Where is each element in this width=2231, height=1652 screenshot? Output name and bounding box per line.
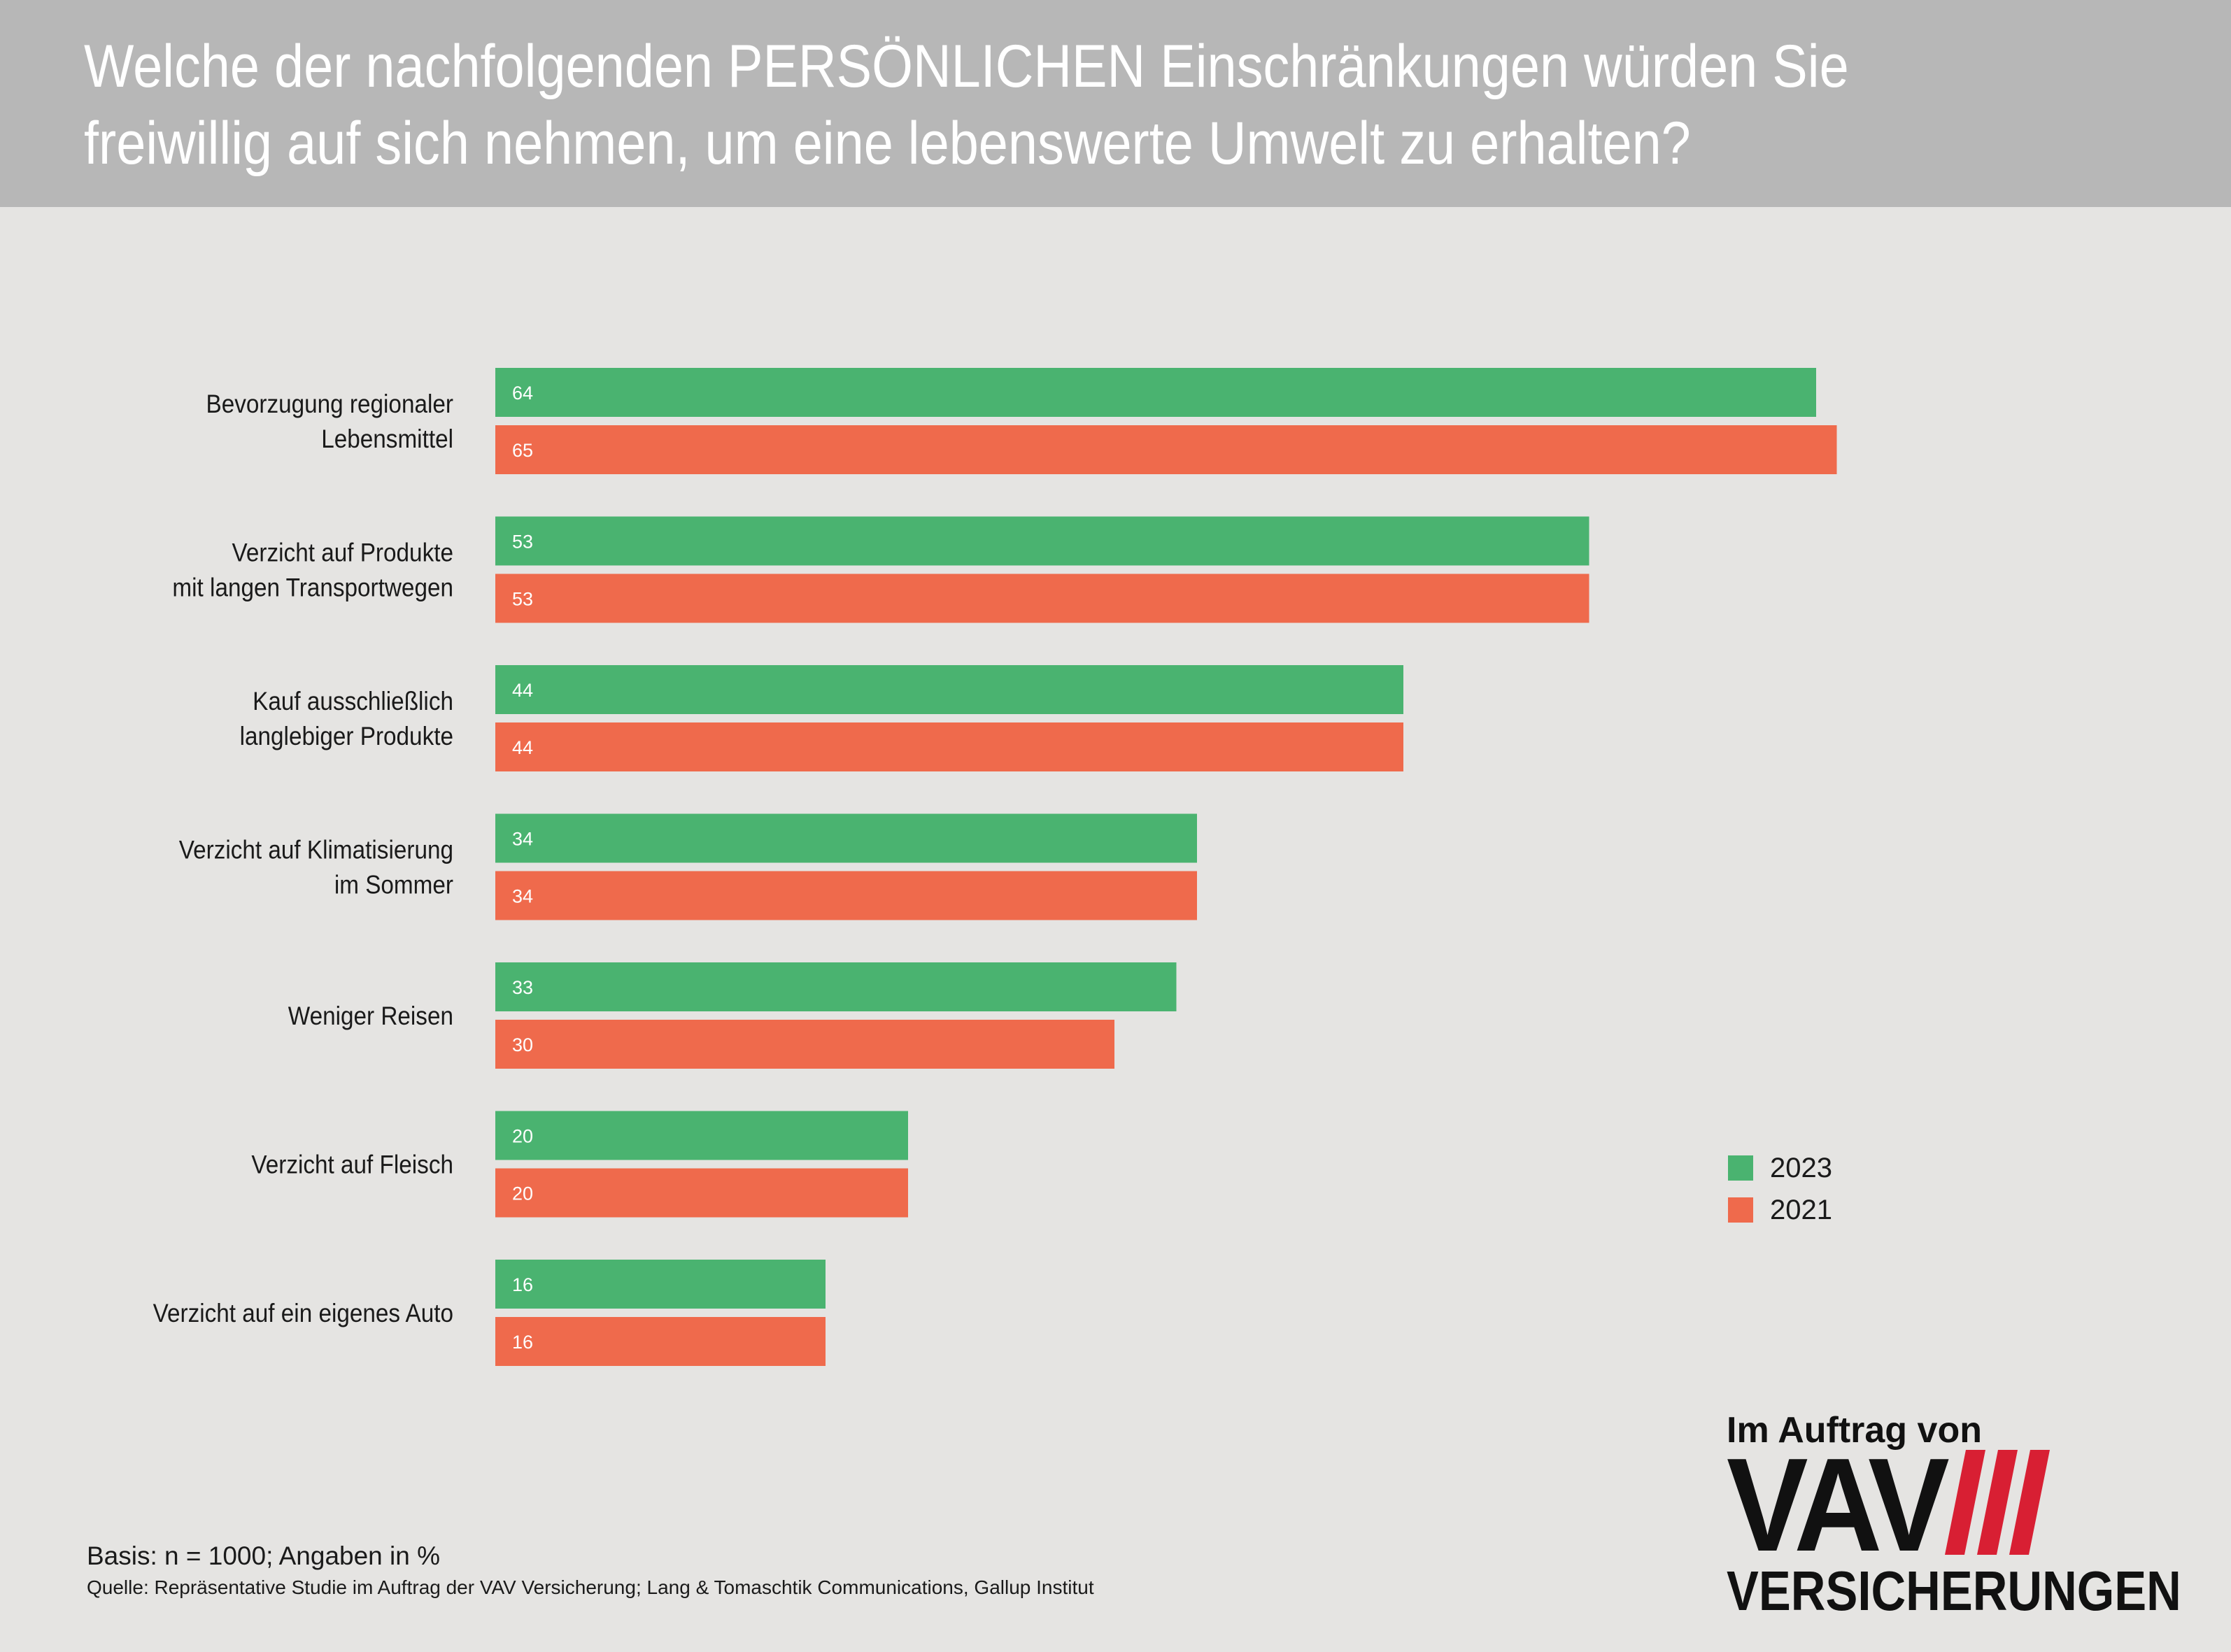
category-label-line: Verzicht auf ein eigenes Auto	[153, 1299, 453, 1327]
category-label-line: Verzicht auf Fleisch	[251, 1151, 453, 1179]
category-label-line: Weniger Reisen	[288, 1002, 453, 1030]
data-label-2021-1: 53	[512, 589, 533, 610]
data-label-2023-0: 64	[512, 383, 533, 404]
chart-title: Welche der nachfolgenden PERSÖNLICHEN Ei…	[84, 28, 1900, 182]
basis-note: Basis: n = 1000; Angaben in %	[87, 1541, 441, 1570]
footer: Basis: n = 1000; Angaben in % Quelle: Re…	[87, 1539, 1094, 1602]
logo-bottom-text: VERSICHERUNGEN	[1727, 1560, 2181, 1622]
legend-label-2023: 2023	[1770, 1152, 1832, 1183]
category-label-0: Bevorzugung regionaler Lebensmittel	[206, 390, 454, 453]
data-label-2023-6: 16	[512, 1274, 533, 1295]
bar-2021-0	[495, 425, 1837, 474]
category-label-5: Verzicht auf Fleisch	[251, 1151, 453, 1179]
bar-2023-1	[495, 516, 1589, 566]
data-label-2021-4: 30	[512, 1034, 533, 1055]
logo-slashes-icon	[1945, 1450, 2050, 1555]
category-label-line: langlebiger Produkte	[240, 722, 453, 750]
data-label-2023-5: 20	[512, 1126, 533, 1147]
data-label-2021-6: 16	[512, 1332, 533, 1353]
title-line-1: Welche der nachfolgenden PERSÖNLICHEN Ei…	[84, 33, 1849, 100]
category-label-line: Kauf ausschließlich	[253, 687, 453, 715]
bar-2023-2	[495, 665, 1403, 714]
category-label-6: Verzicht auf ein eigenes Auto	[153, 1299, 453, 1327]
bar-2021-4	[495, 1020, 1114, 1069]
bar-2021-6	[495, 1317, 826, 1366]
data-label-2021-2: 44	[512, 737, 533, 758]
bar-2023-0	[495, 368, 1816, 417]
source-note: Quelle: Repräsentative Studie im Auftrag…	[87, 1576, 1094, 1598]
bar-2023-6	[495, 1260, 826, 1309]
legend-label-2021: 2021	[1770, 1194, 1832, 1225]
bar-2021-5	[495, 1168, 908, 1218]
logo-main-text: VAV	[1727, 1431, 1950, 1579]
header-bar: Welche der nachfolgenden PERSÖNLICHEN Ei…	[0, 0, 2231, 207]
legend-swatch-2021	[1728, 1197, 1753, 1223]
vav-logo: Im Auftrag von VAV VERSICHERUNGEN	[1727, 1409, 2188, 1619]
bar-2023-3	[495, 813, 1197, 863]
data-label-2021-5: 20	[512, 1183, 533, 1204]
category-label-line: im Sommer	[334, 871, 453, 899]
legend-item-2023: 2023	[1728, 1147, 1832, 1189]
category-label-2: Kauf ausschließlich langlebiger Produkte	[240, 687, 453, 750]
legend-item-2021: 2021	[1728, 1189, 1832, 1231]
data-label-2023-2: 44	[512, 680, 533, 701]
legend-swatch-2023	[1728, 1155, 1753, 1181]
bar-2023-5	[495, 1111, 908, 1160]
category-label-line: Verzicht auf Klimatisierung	[179, 836, 453, 864]
legend: 2023 2021	[1728, 1147, 1832, 1231]
data-label-2023-1: 53	[512, 532, 533, 553]
data-label-2021-0: 65	[512, 440, 533, 461]
bar-2023-4	[495, 962, 1177, 1011]
category-label-1: Verzicht auf Produkte mit langen Transpor…	[172, 539, 453, 602]
category-label-line: mit langen Transportwegen	[172, 574, 453, 602]
title-line-2: freiwillig auf sich nehmen, um eine lebe…	[84, 110, 1691, 177]
data-label-2021-3: 34	[512, 886, 533, 907]
category-label-line: Lebensmittel	[321, 425, 453, 453]
data-label-2023-4: 33	[512, 977, 533, 998]
category-label-4: Weniger Reisen	[288, 1002, 453, 1030]
category-label-line: Bevorzugung regionaler	[206, 390, 454, 418]
category-label-3: Verzicht auf Klimatisierung im Sommer	[179, 836, 454, 899]
bar-2021-3	[495, 871, 1197, 920]
bar-2021-2	[495, 722, 1403, 771]
data-label-2023-3: 34	[512, 829, 533, 850]
category-label-line: Verzicht auf Produkte	[232, 539, 453, 567]
logo-top-text: Im Auftrag von	[1727, 1410, 1982, 1451]
bar-2021-1	[495, 574, 1589, 623]
